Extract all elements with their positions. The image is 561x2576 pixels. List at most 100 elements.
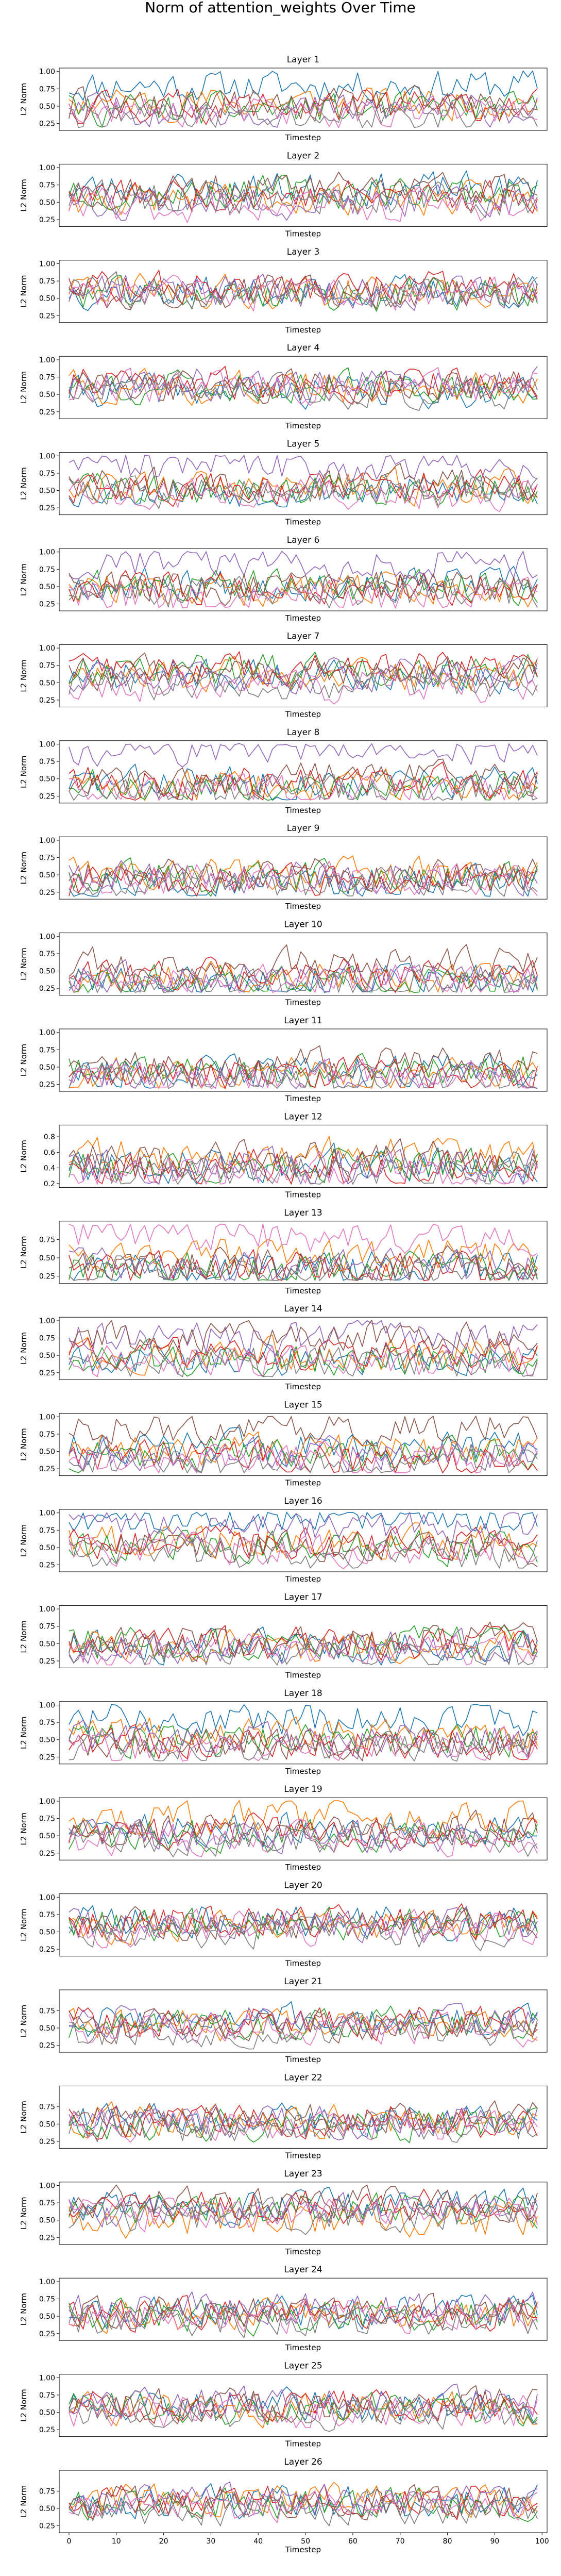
- axes-frame: [59, 1124, 548, 1188]
- axes-frame: [59, 2182, 548, 2245]
- y-tick-label: 0.25: [39, 1081, 55, 1089]
- axes-frame: [59, 1221, 548, 1284]
- subplot-layer-9: Layer 9 0.25 0.50 0.75 1.00 L2 Norm Timestep: [19, 823, 548, 911]
- series-line-8: [69, 2394, 538, 2432]
- series-line-3: [69, 964, 538, 993]
- series-line-5: [69, 2383, 538, 2420]
- series-line-1: [69, 1511, 538, 1532]
- axes-frame: [59, 452, 548, 516]
- series-line-3: [69, 367, 538, 406]
- x-axis-label: Timestep: [285, 518, 321, 527]
- subplot-title: Layer 10: [284, 920, 322, 930]
- series-line-1: [69, 170, 538, 207]
- subplot-title: Layer 9: [287, 823, 320, 834]
- series-line-4: [69, 2295, 538, 2333]
- series-line-7: [69, 367, 538, 406]
- subplot-layer-14: Layer 14 0.25 0.50 0.75 1.00 L2 Norm Timestep: [19, 1304, 548, 1391]
- series-line-2: [69, 1334, 538, 1376]
- x-axis-label: Timestep: [285, 133, 321, 142]
- series-line-3: [69, 769, 538, 801]
- series-line-8: [69, 2298, 538, 2338]
- y-axis-label: L2 Norm: [19, 1620, 28, 1653]
- y-tick-label: 0.50: [39, 2024, 55, 2033]
- axes-frame: [59, 1701, 548, 1765]
- y-axis-label: L2 Norm: [19, 2293, 28, 2326]
- series-line-8: [69, 179, 538, 218]
- series-line-3: [69, 2005, 538, 2040]
- y-tick-label: 0.25: [39, 1369, 55, 1377]
- x-axis-label: Timestep: [285, 1767, 321, 1776]
- y-tick-label: 0.25: [39, 312, 55, 320]
- y-axis-label: L2 Norm: [19, 1044, 28, 1077]
- series-line-5: [69, 1906, 538, 1943]
- series-line-7: [69, 2197, 538, 2232]
- series-line-6: [69, 1530, 538, 1568]
- series-line-8: [69, 2490, 538, 2527]
- series-line-5: [69, 91, 538, 128]
- series-line-5: [69, 959, 538, 993]
- series-line-7: [69, 1151, 538, 1185]
- x-axis-label: Timestep: [285, 2439, 321, 2449]
- series-line-5: [69, 743, 538, 768]
- y-axis-label: L2 Norm: [19, 563, 28, 596]
- series-line-7: [69, 1633, 538, 1666]
- subplot-title: Layer 16: [284, 1496, 322, 1506]
- series-line-8: [69, 102, 538, 128]
- y-tick-label: 1.00: [39, 1029, 55, 1037]
- series-line-6: [69, 2100, 538, 2137]
- y-tick-label: 0.75: [39, 2199, 55, 2207]
- series-line-7: [69, 478, 538, 512]
- y-tick-label: 0.50: [39, 391, 55, 399]
- series-line-4: [69, 1439, 538, 1473]
- subplot-title: Layer 6: [287, 535, 320, 545]
- series-line-8: [69, 372, 538, 411]
- series-line-8: [69, 1062, 538, 1089]
- y-tick-label: 0.75: [39, 2103, 55, 2112]
- subplot-layer-23: Layer 23 0.25 0.50 0.75 1.00 L2 Norm Timestep: [19, 2169, 548, 2256]
- series-line-5: [69, 2481, 538, 2517]
- series-line-3: [69, 1906, 538, 1941]
- y-tick-label: 0.50: [39, 1254, 55, 1262]
- y-tick-label: 1.00: [39, 2374, 55, 2382]
- series-line-8: [69, 774, 538, 801]
- y-tick-label: 1.00: [39, 933, 55, 941]
- y-tick-label: 0.25: [39, 1946, 55, 1954]
- y-tick-label: 0.75: [39, 1623, 55, 1631]
- y-axis-label: L2 Norm: [19, 2389, 28, 2422]
- x-axis-label: Timestep: [285, 325, 321, 335]
- y-tick-label: 0.50: [39, 1544, 55, 1552]
- series-line-5: [69, 2192, 538, 2228]
- series-line-5: [69, 184, 538, 221]
- x-axis-label: Timestep: [285, 709, 321, 719]
- y-axis-label: L2 Norm: [19, 1717, 28, 1750]
- series-line-5: [69, 1627, 538, 1664]
- y-axis-label: L2 Norm: [19, 1524, 28, 1557]
- subplot-layer-20: Layer 20 0.25 0.50 0.75 1.00 L2 Norm Timestep: [19, 1881, 548, 1968]
- x-tick-label: 30: [207, 2537, 216, 2546]
- series-line-2: [69, 1629, 538, 1664]
- subplot-layer-16: Layer 16 0.25 0.50 0.75 1.00 L2 Norm Timestep: [19, 1496, 548, 1584]
- y-tick-label: 0.75: [39, 1911, 55, 1919]
- series-line-8: [69, 966, 538, 993]
- series-line-3: [69, 2487, 538, 2522]
- y-tick-label: 0.25: [39, 2042, 55, 2050]
- series-line-3: [69, 1053, 538, 1088]
- series-line-5: [69, 455, 538, 483]
- x-axis-label: Timestep: [285, 1382, 321, 1391]
- y-tick-label: 0.25: [39, 1273, 55, 1281]
- x-axis-label: Timestep: [285, 1190, 321, 1199]
- y-axis-label: L2 Norm: [19, 1813, 28, 1846]
- y-axis-label: L2 Norm: [19, 2197, 28, 2230]
- x-tick-label: 80: [443, 2537, 452, 2546]
- x-axis-label: Timestep: [285, 1478, 321, 1488]
- subplot-layer-7: Layer 7 0.25 0.50 0.75 1.00 L2 Norm Timestep: [19, 631, 548, 719]
- series-line-5: [69, 1320, 538, 1356]
- series-line-6: [69, 1319, 538, 1358]
- axes-frame: [59, 740, 548, 804]
- y-axis-label: L2 Norm: [19, 371, 28, 404]
- series-line-8: [69, 1150, 538, 1185]
- y-tick-label: 0.75: [39, 854, 55, 862]
- subplot-title: Layer 1: [287, 55, 320, 65]
- subplot-title: Layer 17: [284, 1592, 322, 1602]
- series-line-7: [69, 2012, 538, 2048]
